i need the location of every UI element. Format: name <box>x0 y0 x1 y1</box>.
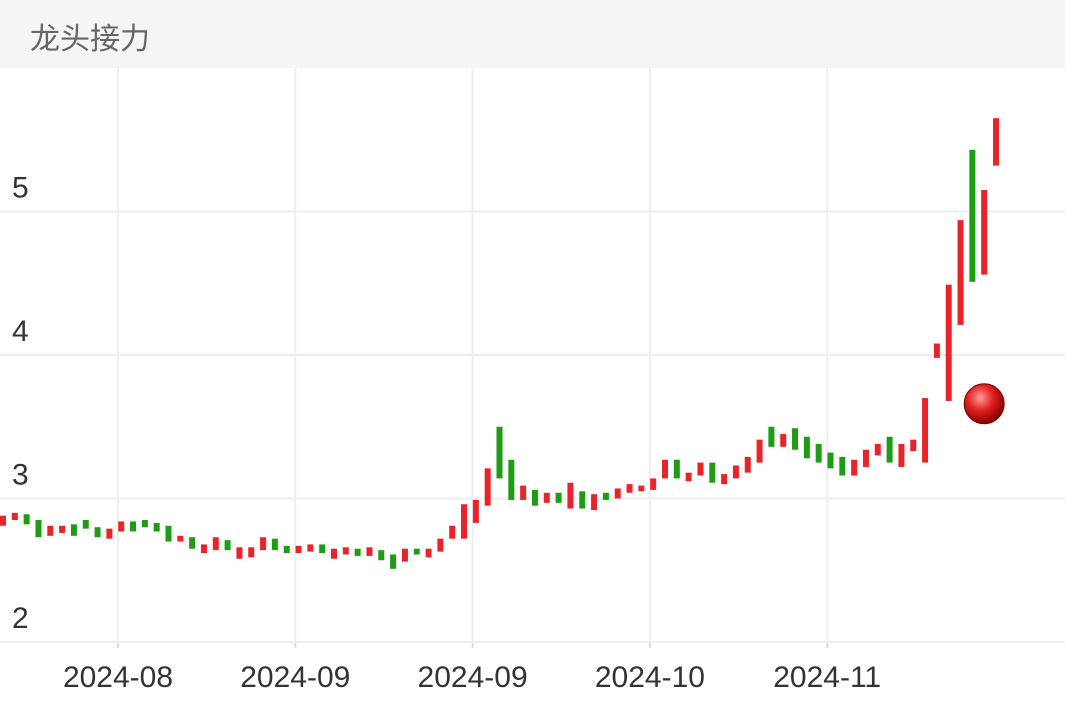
y-tick-label: 5 <box>12 172 29 205</box>
candle <box>555 492 562 503</box>
candle <box>437 538 444 552</box>
candle <box>792 428 799 450</box>
candle <box>319 544 326 554</box>
candle <box>520 485 527 500</box>
y-tick-label: 2 <box>12 602 29 635</box>
x-tick-label: 2024-08 <box>63 661 173 694</box>
candle <box>531 489 538 506</box>
candle <box>236 547 243 559</box>
candle <box>130 521 137 532</box>
y-tick-label: 4 <box>12 315 29 348</box>
candle <box>200 544 207 554</box>
candle <box>331 548 337 559</box>
candle <box>118 521 125 532</box>
candle <box>106 528 113 539</box>
candle <box>910 439 917 452</box>
candle <box>47 525 54 536</box>
candle <box>567 482 574 509</box>
candle <box>378 550 385 561</box>
candle <box>945 284 952 401</box>
candle <box>851 459 858 476</box>
candle <box>390 554 397 569</box>
candle <box>827 452 834 469</box>
candle <box>484 468 491 506</box>
x-tick-label: 2024-09 <box>418 661 528 694</box>
candle <box>260 537 267 551</box>
candle <box>165 525 172 542</box>
candle <box>366 547 373 556</box>
candle <box>874 443 881 456</box>
candle <box>815 443 822 463</box>
candle <box>780 433 787 447</box>
candle <box>508 459 515 500</box>
candle <box>981 189 988 275</box>
candle <box>933 343 940 358</box>
candle <box>342 547 349 555</box>
candle <box>141 520 148 528</box>
y-tick-label: 3 <box>12 459 29 492</box>
candle <box>862 449 869 467</box>
candle <box>602 492 609 500</box>
candle <box>626 484 633 493</box>
candle <box>295 545 302 554</box>
candle <box>59 525 66 533</box>
candle <box>839 456 846 476</box>
candle <box>212 537 219 551</box>
candle <box>650 478 657 490</box>
candle <box>543 492 550 503</box>
candle <box>638 485 645 492</box>
chart-title: 龙头接力 <box>30 22 150 57</box>
candle <box>449 525 456 539</box>
candle <box>732 465 739 479</box>
candle <box>271 538 278 551</box>
candle <box>957 220 964 325</box>
candle <box>496 426 503 479</box>
candle <box>472 499 479 523</box>
candle <box>579 491 586 509</box>
candle <box>189 537 196 549</box>
candle <box>744 456 751 473</box>
candle <box>354 548 361 556</box>
candle <box>82 520 89 529</box>
candle <box>248 547 255 558</box>
candle <box>224 540 231 551</box>
candle <box>768 426 775 447</box>
candle <box>591 494 598 510</box>
x-tick-label: 2024-10 <box>595 661 705 694</box>
candle <box>283 545 290 554</box>
candle <box>307 544 314 552</box>
header: 龙头接力 <box>0 0 1065 68</box>
candle <box>756 439 763 463</box>
candle <box>413 548 420 555</box>
candle <box>70 524 77 536</box>
candle <box>922 398 929 463</box>
x-tick-label: 2024-11 <box>773 661 881 694</box>
candle <box>721 474 728 485</box>
candle <box>697 462 704 476</box>
x-tick-label: 2024-09 <box>240 661 350 694</box>
candle <box>803 436 810 459</box>
candle <box>662 459 668 479</box>
candle <box>969 149 976 282</box>
candle <box>0 515 6 526</box>
candle <box>401 548 408 562</box>
candle <box>11 512 18 521</box>
candle <box>425 548 432 558</box>
candle <box>461 504 468 539</box>
candle <box>685 472 692 482</box>
candle <box>614 488 621 499</box>
signal-marker <box>963 383 1005 425</box>
candle <box>886 436 893 463</box>
candle <box>898 443 905 467</box>
candle <box>94 527 101 538</box>
candle <box>993 118 999 166</box>
candle <box>177 535 184 542</box>
candle <box>709 462 716 483</box>
candle <box>23 514 30 525</box>
candle <box>153 522 160 532</box>
candle <box>35 520 42 538</box>
candle <box>673 459 680 479</box>
